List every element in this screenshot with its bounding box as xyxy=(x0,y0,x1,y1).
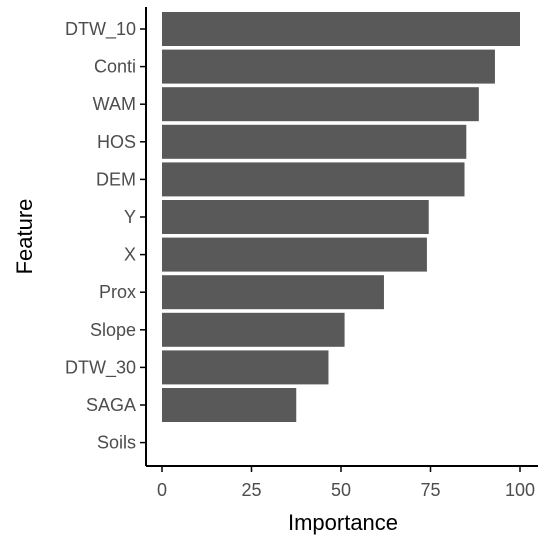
bar-slope xyxy=(162,312,345,347)
bar-prox xyxy=(162,275,384,310)
x-tick-label: 0 xyxy=(157,480,167,500)
bar-dem xyxy=(162,162,465,197)
y-tick-label: SAGA xyxy=(86,395,136,415)
bar-dtw-30 xyxy=(162,350,329,385)
y-tick-label: Y xyxy=(124,207,136,227)
y-tick-label: Conti xyxy=(94,57,136,77)
x-axis-ticks: 0 25 50 75 100 xyxy=(157,466,535,500)
x-tick-label: 75 xyxy=(420,480,440,500)
x-axis-title: Importance xyxy=(288,510,398,535)
bar-dtw-10 xyxy=(162,12,520,46)
y-axis-title: Feature xyxy=(12,199,37,275)
y-axis-ticks: DTW_10 Conti WAM HOS DEM YX Prox Slope DTW_30 SAG… xyxy=(65,19,146,453)
y-tick-label: Prox xyxy=(99,282,136,302)
bar-hos xyxy=(162,124,467,159)
y-tick-label: HOS xyxy=(97,132,136,152)
bar-x xyxy=(162,237,427,272)
bar-y xyxy=(162,200,429,234)
x-tick-label: 50 xyxy=(331,480,351,500)
y-tick-label: Soils xyxy=(97,433,136,453)
y-tick-label: DTW_10 xyxy=(65,19,136,40)
y-tick-label: DTW_30 xyxy=(65,357,136,378)
x-tick-label: 100 xyxy=(505,480,535,500)
bar-saga xyxy=(162,388,297,422)
y-tick-label: Slope xyxy=(90,320,136,340)
y-tick-label: DEM xyxy=(96,169,136,189)
y-tick-label: WAM xyxy=(93,94,136,114)
bar-conti xyxy=(162,49,495,84)
x-tick-label: 25 xyxy=(241,480,261,500)
y-tick-label: X xyxy=(124,245,136,265)
bar-wam xyxy=(162,87,479,122)
bars-group xyxy=(162,12,520,422)
